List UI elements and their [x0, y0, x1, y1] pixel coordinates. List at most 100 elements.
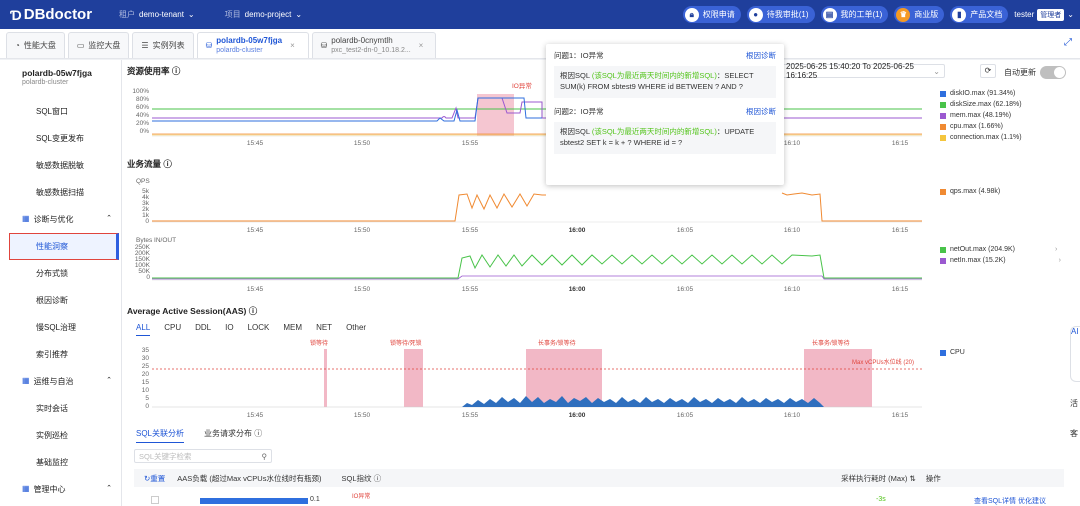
monitor-icon: ▭ [76, 41, 85, 50]
svg-text:16:15: 16:15 [892, 412, 909, 419]
sidebar-item-data-masking[interactable]: 敏感数据脱敏 [36, 161, 84, 170]
sidebar-item-slow-sql[interactable]: 慢SQL治理 [36, 323, 77, 332]
anomaly-region[interactable] [526, 349, 602, 407]
permission-request-button[interactable]: 🔒︎ 权限申请 [682, 6, 741, 23]
sidebar-item-basic-monitor[interactable]: 基础监控 [36, 458, 68, 467]
chevron-right-icon[interactable]: › [1058, 257, 1061, 264]
svg-text:10: 10 [142, 387, 150, 394]
tab-request-distribution[interactable]: 业务请求分布 ⓘ [204, 429, 263, 438]
aas-tab-mem[interactable]: MEM [283, 323, 303, 332]
issue-detail: 根因SQL (该SQL为最近两天时间内的新增SQL)：UPDATE sbtest… [554, 122, 776, 154]
legend-item[interactable]: connection.max (1.1%) [940, 132, 1022, 143]
svg-text:100K: 100K [135, 262, 151, 269]
sql-search-input[interactable]: SQL关键字检索 ⚲ [134, 449, 272, 463]
sidebar-group-diagnosis[interactable]: ▦ 诊断与优化 ⌃ [22, 214, 112, 224]
product-docs-button[interactable]: ▮ 产品文档 [950, 6, 1009, 23]
column-exec-time[interactable]: 采样执行耗时 (Max) ⇅ [841, 473, 916, 483]
aas-tab-ddl[interactable]: DDL [195, 323, 212, 332]
sidebar-item-sql-change[interactable]: SQL变更发布 [36, 134, 85, 143]
sidebar-item-index-advice[interactable]: 索引推荐 [36, 350, 68, 359]
svg-text:15:45: 15:45 [247, 227, 264, 233]
aas-tab-cpu[interactable]: CPU [164, 323, 182, 332]
bytes-legend: netOut.max (204.9K) › netIn.max (15.2K) › [940, 244, 1061, 266]
tab-monitor-dashboard[interactable]: ▭ 监控大盘 [67, 32, 130, 58]
sidebar-item-live-sessions[interactable]: 实时会话 [36, 404, 68, 413]
aas-tab-net[interactable]: NET [316, 323, 333, 332]
auto-refresh-toggle[interactable]: 自动更新 [1004, 66, 1066, 79]
chevron-down-icon: ⌄ [187, 10, 195, 19]
support-button[interactable]: 客 [1070, 429, 1078, 438]
x-tick: 15:50 [354, 140, 371, 147]
row-checkbox[interactable] [151, 496, 159, 504]
sidebar-item-distributed-lock[interactable]: 分布式锁 [36, 269, 68, 278]
anomaly-region[interactable] [477, 94, 514, 136]
aas-tab-io[interactable]: IO [225, 323, 234, 332]
legend-item[interactable]: qps.max (4.98k) [940, 186, 1000, 197]
reset-button[interactable]: ↻重置 [144, 473, 166, 483]
project-selector[interactable]: 项目 demo-project ⌄ [224, 10, 303, 19]
annotation-label[interactable]: 锁等待/死锁 [390, 339, 422, 347]
refresh-button[interactable]: ⟳ [980, 64, 996, 78]
svg-text:0: 0 [146, 274, 150, 281]
sidebar-group-admin[interactable]: ▦ 管理中心 ⌃ [22, 484, 112, 494]
sort-icon: ⇅ [909, 473, 916, 483]
commercial-edition-button[interactable]: ♛ 商业版 [894, 6, 945, 23]
activity-button[interactable]: 活 [1070, 399, 1078, 408]
close-icon[interactable]: × [418, 41, 424, 50]
sidebar-group-ops[interactable]: ▦ 运维与自治 ⌃ [22, 376, 112, 386]
help-icon: ⓘ [254, 429, 263, 438]
anomaly-label[interactable]: IO异常 [512, 81, 532, 90]
annotation-label[interactable]: 长事务/锁等待 [538, 339, 576, 347]
aas-tab-all[interactable]: ALL [136, 323, 151, 336]
legend-item[interactable]: diskIO.max (91.34%) [940, 88, 1022, 99]
svg-text:0: 0 [145, 218, 149, 225]
lock-icon: 🔒︎ [684, 7, 699, 22]
y-tick: 0% [140, 128, 150, 135]
svg-text:2k: 2k [142, 206, 150, 213]
toggle-switch[interactable] [1040, 66, 1066, 79]
close-icon[interactable]: × [290, 41, 295, 50]
tab-performance-dashboard[interactable]: ◔ 性能大盘 [6, 32, 65, 58]
qps-chart: QPS 5k 4k 3k 2k 1k 0 15:45 15:50 15:55 1… [136, 178, 922, 233]
tenant-selector[interactable]: 租户 demo-tenant ⌄ [119, 10, 195, 19]
ai-assistant-button[interactable]: AI [1070, 326, 1080, 382]
aas-tab-lock[interactable]: LOCK [247, 323, 270, 332]
app-logo[interactable]: Ɗ DBdoctor [10, 6, 93, 23]
time-range-picker[interactable]: 2025-06-25 15:40:20 To 2025-06-25 16:16:… [777, 62, 945, 80]
anomaly-region[interactable] [404, 349, 423, 407]
sidebar-item-sql-window[interactable]: SQL窗口 [36, 107, 69, 116]
svg-text:50K: 50K [138, 268, 150, 275]
sidebar-item-root-cause[interactable]: 根因诊断 [36, 296, 68, 305]
root-cause-link[interactable]: 根因诊断 [746, 107, 776, 116]
tab-instance-polardb-0cnymtlh[interactable]: ⛁ polardb-0cnymtlh pxc_test2-dn-0_10.18.2.… [311, 32, 436, 58]
legend-item[interactable]: netOut.max (204.9K) › [940, 244, 1061, 255]
issue-popup: 问题1：IO异常 根因诊断 根因SQL (该SQL为最近两天时间内的新增SQL)：… [546, 44, 784, 185]
chevron-right-icon[interactable]: › [1054, 246, 1058, 253]
anomaly-region[interactable] [324, 349, 327, 407]
legend-item[interactable]: netIn.max (15.2K) › [940, 255, 1061, 266]
sidebar-item-inspection[interactable]: 实例巡检 [36, 431, 68, 440]
my-tickets-button[interactable]: ▤ 我的工单(1) [820, 6, 889, 23]
tab-sql-analysis[interactable]: SQL关联分析 [136, 428, 185, 443]
annotation-label[interactable]: 长事务/锁等待 [812, 339, 850, 347]
legend-item[interactable]: diskSize.max (62.18%) [940, 99, 1022, 110]
anomaly-region[interactable] [804, 349, 872, 407]
sql-tabs: SQL关联分析 业务请求分布 ⓘ [136, 428, 262, 443]
tab-instance-polardb-05w7fjga[interactable]: ⛁ polardb-05w7fjga polardb-cluster × [196, 32, 309, 58]
legend-item[interactable]: cpu.max (1.66%) [940, 121, 1022, 132]
root-cause-link[interactable]: 根因诊断 [746, 51, 776, 60]
svg-text:16:10: 16:10 [784, 412, 801, 419]
sidebar-item-data-scan[interactable]: 敏感数据扫描 [36, 188, 84, 197]
x-tick: 15:45 [247, 140, 264, 147]
aas-tab-other[interactable]: Other [346, 323, 367, 332]
sidebar-item-performance-insight[interactable]: 性能洞察 [36, 242, 68, 251]
expand-icon[interactable]: ⤢ [1064, 37, 1072, 48]
legend-item[interactable]: mem.max (48.19%) [940, 110, 1022, 121]
pending-approval-button[interactable]: ● 待我审批(1) [746, 6, 815, 23]
x-tick: 16:10 [784, 140, 801, 147]
help-icon: ⓘ [163, 159, 172, 169]
annotation-label[interactable]: 锁等待 [310, 339, 328, 347]
tab-instance-list[interactable]: ☰ 实例列表 [132, 32, 194, 58]
legend-item[interactable]: CPU [940, 347, 965, 358]
user-menu[interactable]: tester 管理者 ⌄ [1014, 8, 1074, 21]
